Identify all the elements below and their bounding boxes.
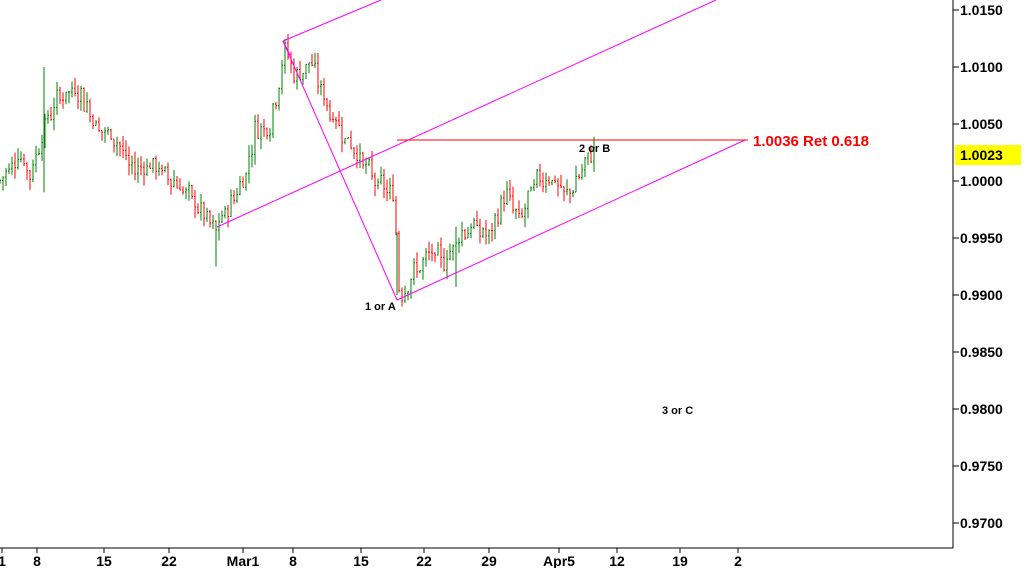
y-tick-label: 1.0050 <box>960 116 1003 132</box>
y-tick-label: 1.0100 <box>960 59 1003 75</box>
y-tick-label: 0.9700 <box>960 515 1003 531</box>
x-tick-label: 22 <box>161 553 177 568</box>
y-tick-label: 0.9900 <box>960 287 1003 303</box>
x-tick-label: 8 <box>289 553 297 568</box>
y-axis-ticks: 1.0150 1.0100 1.0050 1.0000 0.9950 0.9900 0.98… <box>953 2 1003 531</box>
x-tick-label: 22 <box>416 553 432 568</box>
last-price-label: 1.0023 <box>960 147 1003 163</box>
wave-label-1-or-a: 1 or A <box>365 301 396 313</box>
y-tick-label: 0.9800 <box>960 401 1003 417</box>
last-price-highlight <box>955 145 1021 165</box>
x-tick-label: Mar1 <box>227 553 260 568</box>
channel-line <box>282 40 398 301</box>
x-tick-label: Apr5 <box>543 553 575 568</box>
channel-line <box>282 0 382 42</box>
x-tick-label: 15 <box>96 553 112 568</box>
wave-label-3-or-c: 3 or C <box>662 405 693 417</box>
x-tick-label: 29 <box>481 553 497 568</box>
x-tick-label: 8 <box>33 553 41 568</box>
x-tick-label: 12 <box>609 553 625 568</box>
pitchfork-channel <box>216 0 746 301</box>
price-bars <box>0 34 595 307</box>
channel-line <box>282 40 291 56</box>
x-tick-label: 2 <box>734 553 742 568</box>
channel-line <box>396 139 746 301</box>
channel-line <box>216 0 717 228</box>
x-tick-label: 1 <box>0 553 6 568</box>
x-axis-ticks: 1 8 15 22 Mar1 8 15 22 29 Apr5 12 19 2 <box>0 548 742 568</box>
x-tick-label: 19 <box>672 553 688 568</box>
y-tick-label: 1.0000 <box>960 173 1003 189</box>
y-tick-label: 0.9850 <box>960 344 1003 360</box>
y-tick-label: 0.9950 <box>960 230 1003 246</box>
wave-label-2-or-b: 2 or B <box>579 143 610 155</box>
retracement-label: 1.0036 Ret 0.618 <box>753 133 869 150</box>
y-tick-label: 1.0150 <box>960 2 1003 18</box>
y-tick-label: 0.9750 <box>960 458 1003 474</box>
x-tick-label: 15 <box>353 553 369 568</box>
